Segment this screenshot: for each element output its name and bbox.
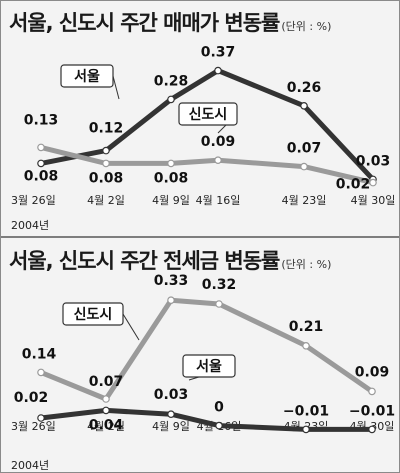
chart-unit-lease: (단위 : %) [281, 258, 332, 271]
data-label: 0.02 [336, 177, 371, 193]
data-label: 0.02 [14, 390, 49, 406]
legend-label: 서울 [74, 68, 100, 85]
x-tick-label: 4월 23일 [282, 193, 327, 207]
legend-leader [122, 313, 140, 341]
data-label: 0 [214, 400, 224, 416]
data-point [102, 159, 110, 168]
data-point [369, 178, 377, 187]
data-label: 0.08 [89, 170, 124, 186]
chart-title-sale: 서울, 신도시 주간 매매가 변동률 (단위 : %) [9, 7, 331, 37]
legend-leader [112, 75, 120, 100]
data-label: 0.09 [355, 364, 390, 380]
data-label: 0.03 [356, 153, 391, 169]
chart-title-sale-text: 서울, 신도시 주간 매매가 변동률 [9, 11, 280, 35]
data-point [300, 162, 308, 171]
year-label-lease: 2004년 [11, 459, 50, 472]
data-point [167, 296, 175, 305]
data-label: 0.37 [201, 45, 236, 61]
data-point [215, 300, 223, 308]
legend-label: 서울 [196, 358, 222, 375]
data-point [37, 414, 45, 422]
data-point [167, 410, 175, 419]
x-tick-label: 3월 26일 [11, 193, 56, 207]
data-label: 0.26 [287, 80, 322, 96]
data-label: 0.08 [24, 168, 59, 184]
x-tick-label: 4월 16일 [196, 193, 241, 207]
x-tick-label: 4월 2일 [87, 193, 125, 207]
data-point [102, 406, 110, 415]
data-label: 0.21 [289, 319, 324, 335]
series-line [38, 297, 375, 402]
series-line [38, 144, 376, 186]
legend-box [178, 102, 238, 126]
chart-unit-sale: (단위 : %) [281, 20, 332, 33]
data-point [214, 156, 222, 165]
data-point [167, 159, 175, 168]
x-tick-label: 3월 26일 [11, 419, 56, 433]
legend-box [62, 302, 124, 326]
data-point [215, 421, 223, 430]
series-line [38, 407, 375, 432]
legend-box [182, 354, 236, 378]
data-point [102, 146, 110, 155]
data-point [167, 95, 175, 104]
chart-divider [1, 236, 399, 238]
data-point [37, 143, 45, 152]
data-point [302, 342, 310, 350]
data-label: 0.07 [287, 141, 322, 157]
series-line [38, 68, 376, 182]
data-label: −0.01 [349, 403, 395, 419]
data-label: 0.07 [89, 374, 124, 390]
data-point [302, 425, 310, 434]
legend-box [60, 64, 114, 88]
x-tick-label: 4월 9일 [152, 419, 190, 433]
data-label: 0.03 [154, 387, 189, 403]
data-label: 0.28 [154, 73, 189, 89]
data-point [37, 368, 45, 377]
year-label-sale: 2004년 [11, 219, 50, 232]
x-tick-label: 4월 2일 [87, 419, 125, 433]
data-label: 0.14 [22, 346, 57, 362]
legend-label: 신도시 [189, 107, 228, 123]
x-tick-label: 4월 9일 [152, 193, 190, 207]
data-label: 0.33 [154, 273, 189, 289]
chart-title-lease-text: 서울, 신도시 주간 전세금 변동률 [9, 249, 280, 273]
data-point [300, 102, 308, 110]
data-label: 0.13 [24, 112, 59, 128]
x-tick-label: 4월 30일 [351, 193, 396, 207]
data-label: 0.04 [89, 417, 124, 433]
data-label: −0.01 [283, 403, 329, 419]
data-label: 0.32 [202, 277, 237, 293]
lease-deposit-chart: 3월 26일 4월 2일 4월 9일 4월 16일 4월 23일 4월 30일0.140.… [11, 273, 395, 434]
data-label: 0.08 [154, 170, 189, 186]
data-label: 0.09 [201, 134, 236, 150]
sale-price-chart: 3월 26일 4월 2일 4월 9일 4월 16일 4월 23일 4월 30일 0.08 0.… [11, 45, 396, 207]
data-point [368, 387, 376, 396]
legend-label: 신도시 [74, 307, 113, 323]
data-point [368, 425, 376, 434]
data-point [102, 395, 110, 403]
data-point [214, 66, 222, 75]
data-label: 0.12 [89, 121, 124, 137]
chart-title-lease: 서울, 신도시 주간 전세금 변동률 (단위 : %) [9, 245, 331, 275]
data-point [37, 159, 45, 168]
